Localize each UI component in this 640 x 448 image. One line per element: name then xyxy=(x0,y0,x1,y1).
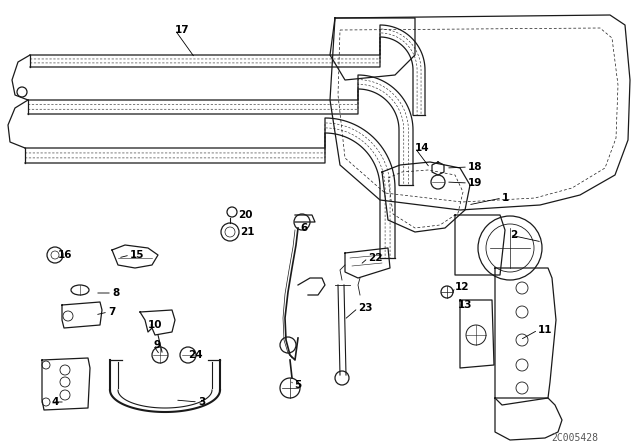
Text: 7: 7 xyxy=(108,307,115,317)
Text: 21: 21 xyxy=(240,227,255,237)
Text: 16: 16 xyxy=(58,250,72,260)
Text: 5: 5 xyxy=(294,380,301,390)
Text: 19: 19 xyxy=(468,178,483,188)
Text: 10: 10 xyxy=(148,320,163,330)
Text: 20: 20 xyxy=(238,210,253,220)
Text: 17: 17 xyxy=(175,25,189,35)
Text: 2: 2 xyxy=(510,230,517,240)
Text: 15: 15 xyxy=(130,250,145,260)
Text: 2C005428: 2C005428 xyxy=(552,433,598,443)
Text: 12: 12 xyxy=(455,282,470,292)
Text: 11: 11 xyxy=(538,325,552,335)
Text: 23: 23 xyxy=(358,303,372,313)
Text: 14: 14 xyxy=(415,143,429,153)
Text: 24: 24 xyxy=(188,350,203,360)
Text: 4: 4 xyxy=(52,397,60,407)
Text: 13: 13 xyxy=(458,300,472,310)
Text: 1: 1 xyxy=(502,193,509,203)
Text: 3: 3 xyxy=(198,397,205,407)
Text: 6: 6 xyxy=(300,223,307,233)
Text: 8: 8 xyxy=(112,288,119,298)
Text: 18: 18 xyxy=(468,162,483,172)
Text: 9: 9 xyxy=(153,340,160,350)
Text: 22: 22 xyxy=(368,253,383,263)
